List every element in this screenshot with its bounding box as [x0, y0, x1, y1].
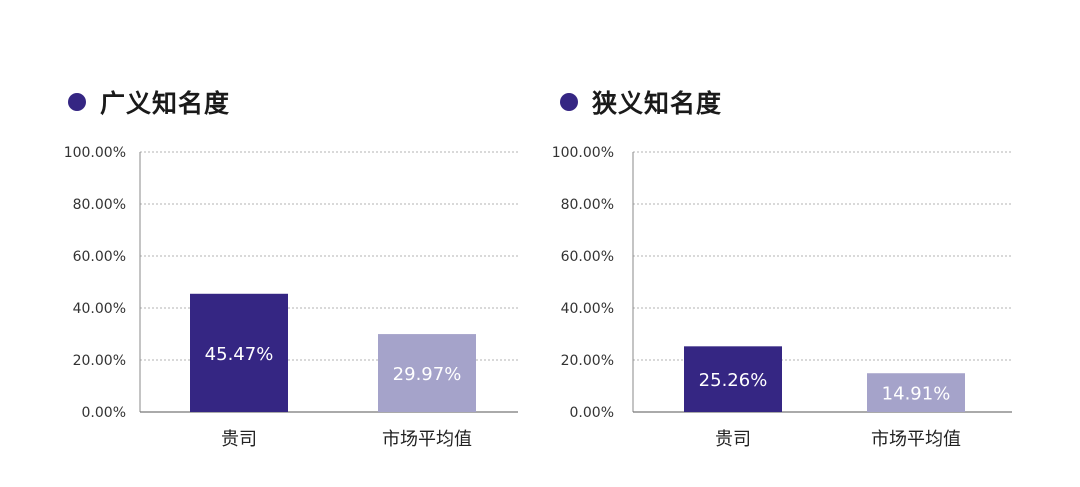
x-category-label: 市场平均值	[871, 429, 961, 450]
chart-title-row: 狭义知名度	[560, 84, 722, 120]
bar-chart-narrow: 0.00% 20.00% 40.00% 60.00% 80.00% 100.00% 25.2…	[552, 145, 1012, 450]
bar-value-label: 14.91%	[882, 384, 951, 405]
bar	[684, 346, 782, 412]
y-tick-label: 0.00%	[570, 405, 614, 421]
bullet-dot-icon	[68, 93, 86, 111]
x-category-label: 市场平均值	[382, 429, 472, 450]
bar-value-label: 25.26%	[699, 370, 768, 391]
y-tick-label: 40.00%	[73, 301, 126, 317]
y-tick-label: 100.00%	[552, 145, 614, 161]
x-category-label: 贵司	[715, 429, 751, 450]
y-tick-label: 80.00%	[561, 197, 614, 213]
y-tick-label: 20.00%	[561, 353, 614, 369]
bullet-dot-icon	[560, 93, 578, 111]
chart-title: 广义知名度	[100, 89, 231, 118]
bar	[190, 293, 288, 412]
y-tick-label: 100.00%	[64, 145, 126, 161]
y-tick-label: 40.00%	[561, 301, 614, 317]
x-category-label: 贵司	[221, 429, 257, 450]
chart-title: 狭义知名度	[592, 89, 723, 118]
chart-panel-broad: 广义知名度 0.00% 20.00% 40.00% 60.00% 80.00% 100.0…	[64, 84, 518, 450]
bar	[867, 373, 965, 412]
bar-value-label: 45.47%	[205, 344, 274, 365]
chart-panel-narrow: 狭义知名度 0.00% 20.00% 40.00% 60.00% 80.00% 100.0…	[540, 0, 1080, 487]
chart-title-row: 广义知名度	[68, 84, 230, 120]
bar-chart-broad: 0.00% 20.00% 40.00% 60.00% 80.00% 100.00% 45.4…	[64, 145, 518, 450]
y-tick-label: 60.00%	[561, 249, 614, 265]
y-tick-label: 0.00%	[82, 405, 126, 421]
y-tick-label: 80.00%	[73, 197, 126, 213]
bar-value-label: 29.97%	[393, 364, 462, 385]
y-tick-label: 20.00%	[73, 353, 126, 369]
bar	[378, 334, 476, 412]
y-tick-label: 60.00%	[73, 249, 126, 265]
